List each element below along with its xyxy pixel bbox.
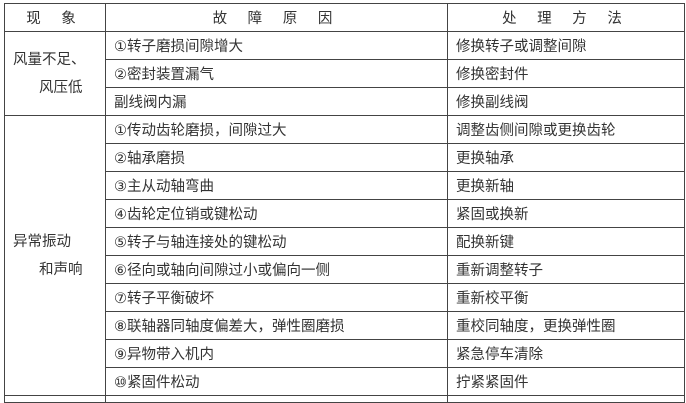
symptom-cell: 风量不足、风压低 <box>4 31 106 116</box>
cause-cell: ⑨异物带入机内 <box>105 339 448 368</box>
empty-cell <box>4 395 106 403</box>
cause-cell: ⑦转子平衡破坏 <box>105 283 448 312</box>
table-row: ⑦转子平衡破坏 重新校平衡 <box>5 283 685 312</box>
cause-cell: ①传动齿轮磨损，间隙过大 <box>105 115 448 144</box>
header-cause: 故 障 原 因 <box>105 3 448 32</box>
remedy-cell: 修换密封件 <box>447 59 685 88</box>
remedy-cell: 配换新键 <box>447 227 685 256</box>
empty-cell <box>447 395 685 403</box>
header-row: 现 象 故 障 原 因 处 理 方 法 <box>4 3 685 32</box>
remedy-cell: 更换新轴 <box>447 171 685 200</box>
remedy-cell: 紧急停车清除 <box>447 339 685 368</box>
remedy-cell: 更换轴承 <box>447 143 685 172</box>
next-row-partial <box>4 395 685 403</box>
cause-cell: ②密封装置漏气 <box>105 59 448 88</box>
remedy-cell: 修换副线阀 <box>447 87 685 116</box>
remedy-cell: 拧紧紧固件 <box>447 367 685 396</box>
remedy-cell: 修换转子或调整间隙 <box>447 31 685 60</box>
table-row: 风量不足、 风压低 ①转子磨损间隙增大 修换转子或调整间隙 <box>4 31 685 116</box>
table-row: 异常振动 和声响 ①传动齿轮磨损，间隙过大 调整齿侧间隙或更换齿轮 <box>4 115 685 396</box>
remedy-cell: 重校同轴度，更换弹性圈 <box>447 311 685 340</box>
cause-cell: 副线阀内漏 <box>105 87 448 116</box>
cause-cell: ⑥径向或轴向间隙过小或偏向一侧 <box>105 255 448 284</box>
table-row: ②密封装置漏气 修换密封件 <box>5 59 685 88</box>
symptom-text: 风压低 <box>39 79 83 96</box>
cause-cell: ③主从动轴弯曲 <box>105 171 448 200</box>
remedy-cell: 紧固或换新 <box>447 199 685 228</box>
cause-cell: ②轴承磨损 <box>105 143 448 172</box>
remedy-cell: 调整齿侧间隙或更换齿轮 <box>447 115 685 144</box>
table-row: ⑨异物带入机内 紧急停车清除 <box>5 339 685 368</box>
table-row: ②轴承磨损 更换轴承 <box>5 143 685 172</box>
header-symptom: 现 象 <box>4 3 106 32</box>
table-row: ⑥径向或轴向间隙过小或偏向一侧 重新调整转子 <box>5 255 685 284</box>
table-row: ⑧联轴器同轴度偏差大，弹性圈磨损 重校同轴度，更换弹性圈 <box>5 311 685 340</box>
remedy-cell: 重新校平衡 <box>447 283 685 312</box>
table-row: ④齿轮定位销或键松动 紧固或换新 <box>5 199 685 228</box>
header-remedy: 处 理 方 法 <box>447 3 685 32</box>
cause-cell: ⑤转子与轴连接处的键松动 <box>105 227 448 256</box>
table-row: ③主从动轴弯曲 更换新轴 <box>5 171 685 200</box>
symptom-text: 风量不足、 <box>13 51 86 68</box>
table-row: ⑩紧固件松动 拧紧紧固件 <box>5 367 685 396</box>
cause-cell: ⑧联轴器同轴度偏差大，弹性圈磨损 <box>105 311 448 340</box>
cause-cell: ①转子磨损间隙增大 <box>105 31 448 60</box>
cause-cell: ⑩紧固件松动 <box>105 367 448 396</box>
cause-cell: ④齿轮定位销或键松动 <box>105 199 448 228</box>
fault-table: 现 象 故 障 原 因 处 理 方 法 风量不足、 风压低 ①转子磨损间隙增大 修换转… <box>4 3 685 403</box>
table-row: 副线阀内漏 修换副线阀 <box>5 87 685 116</box>
symptom-text: 和声响 <box>39 261 83 278</box>
remedy-cell: 重新调整转子 <box>447 255 685 284</box>
symptom-text: 异常振动 <box>13 233 71 250</box>
table-row: ⑤转子与轴连接处的键松动 配换新键 <box>5 227 685 256</box>
symptom-cell: 异常振动和声响 <box>4 115 106 396</box>
empty-cell <box>105 395 448 403</box>
